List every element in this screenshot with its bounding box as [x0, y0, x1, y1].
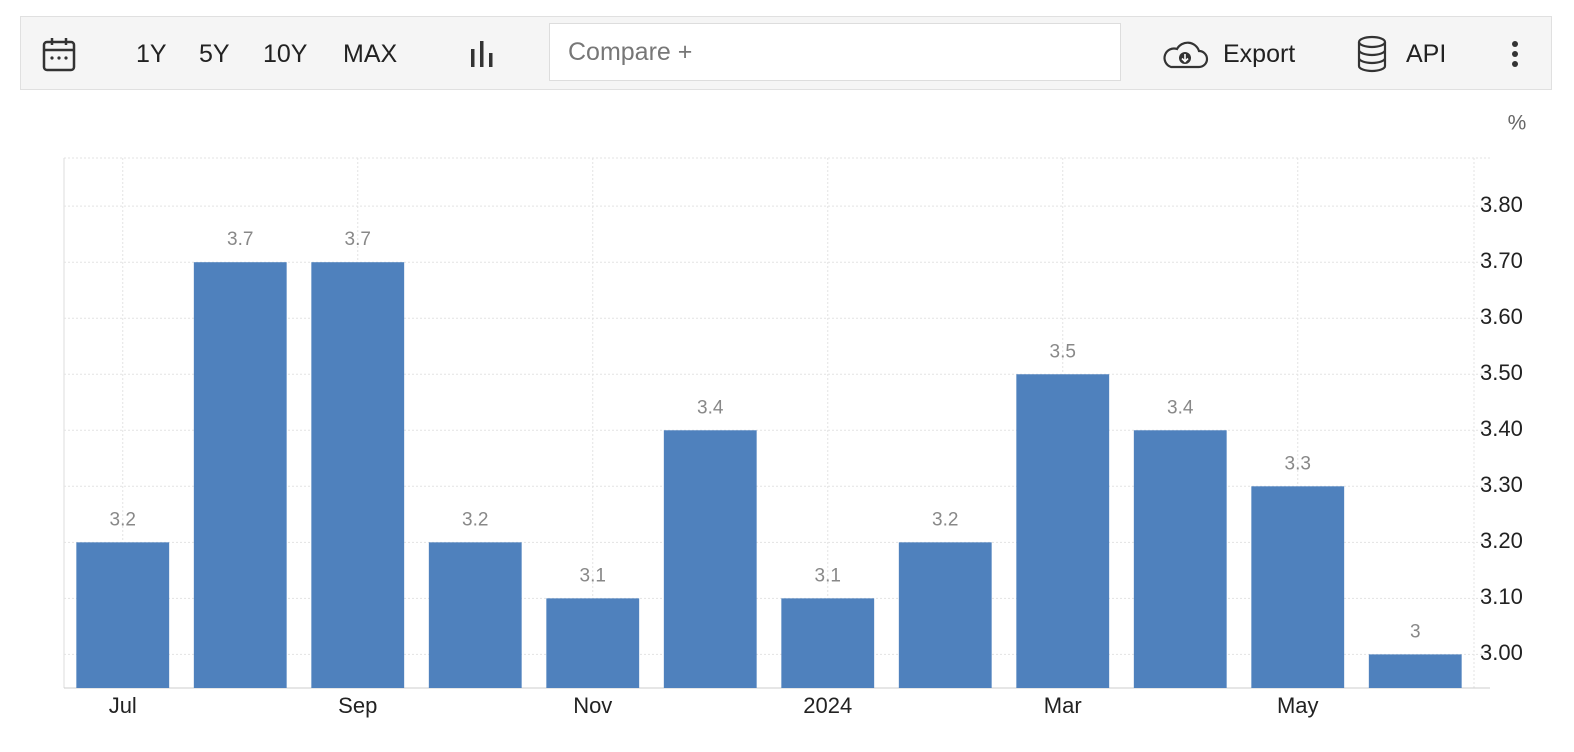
range-button[interactable]: MAX: [343, 40, 398, 68]
range-button[interactable]: 1Y: [136, 40, 167, 68]
more-icon[interactable]: [1509, 39, 1521, 71]
x-tick-label: 2024: [803, 693, 852, 718]
compare-input[interactable]: Compare +: [549, 23, 1121, 81]
bar: [76, 542, 170, 688]
calendar-icon[interactable]: [41, 37, 77, 73]
y-tick-label: 3.50: [1480, 360, 1523, 385]
bar: [546, 598, 640, 688]
value-label: 3.3: [1285, 453, 1311, 474]
y-tick-label: 3.60: [1480, 304, 1523, 329]
y-tick-label: 3.20: [1480, 528, 1523, 553]
bar: [1251, 486, 1345, 688]
unit-label: %: [1508, 112, 1527, 135]
bar: [311, 262, 405, 688]
export-button[interactable]: Export: [1223, 40, 1296, 68]
y-tick-label: 3.10: [1480, 584, 1523, 609]
value-label: 3.4: [1167, 397, 1194, 418]
bar: [898, 542, 992, 688]
x-tick-label: May: [1277, 693, 1319, 718]
y-tick-label: 3.70: [1480, 248, 1523, 273]
value-label: 3.1: [815, 565, 841, 586]
bar: [193, 262, 287, 688]
bar: [428, 542, 522, 688]
bar: [663, 430, 757, 688]
y-tick-label: 3.80: [1480, 192, 1523, 217]
api-icon[interactable]: [1355, 35, 1389, 73]
y-tick-label: 3.00: [1480, 640, 1523, 665]
x-tick-label: Jul: [109, 693, 137, 718]
compare-placeholder: Compare +: [568, 38, 693, 66]
x-tick-label: Nov: [573, 693, 612, 718]
value-label: 3.2: [932, 509, 958, 530]
x-tick-label: Sep: [338, 693, 377, 718]
api-button[interactable]: API: [1406, 40, 1447, 68]
bar: [1368, 654, 1462, 688]
chart-type-icon[interactable]: [469, 39, 497, 69]
range-button[interactable]: 10Y: [263, 40, 308, 68]
y-tick-label: 3.30: [1480, 472, 1523, 497]
bar: [1133, 430, 1227, 688]
y-tick-label: 3.40: [1480, 416, 1523, 441]
value-label: 3.4: [697, 397, 724, 418]
value-label: 3.7: [227, 229, 253, 250]
x-tick-label: Mar: [1044, 693, 1082, 718]
value-label: 3.2: [462, 509, 488, 530]
value-label: 3.5: [1050, 341, 1076, 362]
value-label: 3.2: [110, 509, 136, 530]
value-label: 3.7: [345, 229, 371, 250]
export-icon[interactable]: [1161, 39, 1209, 71]
bar: [781, 598, 875, 688]
bar: [1016, 374, 1110, 688]
value-label: 3.1: [580, 565, 606, 586]
value-label: 3: [1410, 621, 1421, 642]
range-button[interactable]: 5Y: [199, 40, 230, 68]
toolbar: 1Y 5Y 10Y MAX Compare + Export API: [20, 16, 1552, 90]
